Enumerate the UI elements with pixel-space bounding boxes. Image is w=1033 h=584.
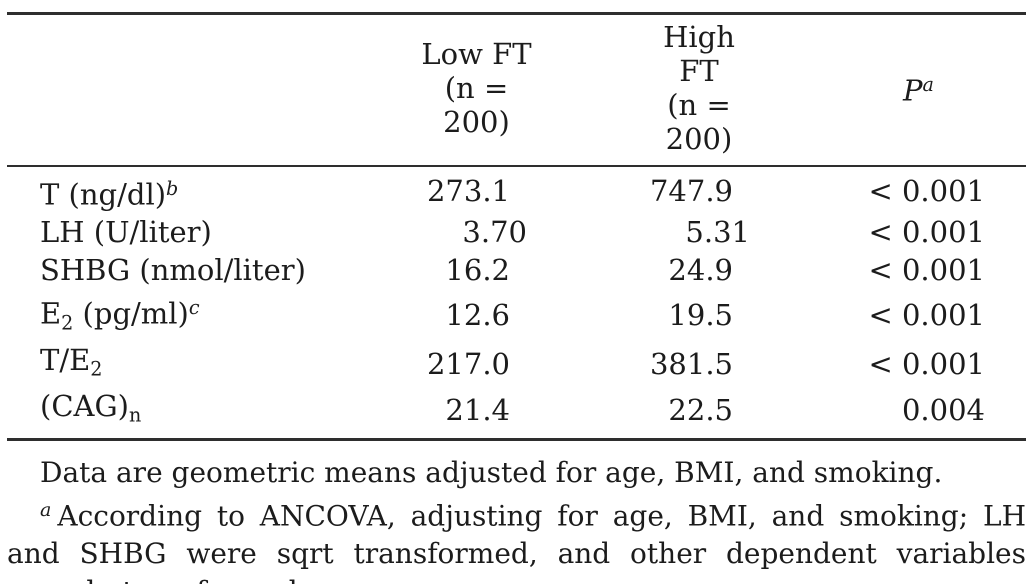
high-ft-value-cell: 5.31 [685, 215, 750, 250]
high-ft-value-cell: 24.9 [668, 252, 733, 287]
high-ft-value-cell: 747.9 [649, 174, 733, 209]
col-header-low-ft: Low FT (n = 200) [387, 13, 537, 167]
low-ft-value-cell: 3.70 [462, 215, 527, 250]
results-table: Low FT (n = 200) High FT (n = 200) Pa T … [7, 12, 1026, 442]
table-row: (CAG)n 21.4 22.5 0.004 [7, 388, 1026, 440]
label-subscript: 2 [90, 357, 103, 381]
footnote-line: were ln transformed. [7, 573, 1026, 584]
high-ft-value-cell: 22.5 [668, 393, 733, 428]
p-value-cell: < 0.001 [868, 347, 985, 382]
footnote-line: Data are geometric means adjusted for ag… [7, 454, 1026, 492]
p-value-cell: < 0.001 [868, 174, 985, 209]
col-header-low-ft-line1: Low FT [421, 37, 532, 71]
label-subscript: 2 [61, 311, 74, 335]
high-ft-value-cell: 19.5 [668, 297, 733, 332]
header-empty-cell [7, 13, 387, 167]
col-header-high-ft-line1: High FT [663, 20, 735, 88]
footnote-text: and SHBG were sqrt transformed, and othe… [7, 537, 1026, 571]
low-ft-value-cell: 16.2 [445, 252, 510, 287]
table-row: SHBG (nmol/liter) 16.2 24.9 < 0.001 [7, 252, 1026, 290]
p-value-cell: < 0.001 [868, 215, 985, 250]
high-ft-value-cell: 381.5 [649, 347, 733, 382]
low-ft-value-cell: 21.4 [445, 393, 510, 428]
footnote-line: a According to ANCOVA, adjusting for age,… [7, 492, 1026, 535]
footnote-text: According to ANCOVA, adjusting for age, … [57, 499, 1026, 533]
footnote-line: and SHBG were sqrt transformed, and othe… [7, 535, 1026, 573]
table-row: T (ng/dl)b 273.1 747.9 < 0.001 [7, 166, 1026, 214]
row-label: T (ng/dl)b [40, 177, 179, 212]
table-row: E2 (pg/ml)c 12.6 19.5 < 0.001 [7, 289, 1026, 342]
p-value-cell: < 0.001 [868, 252, 985, 287]
low-ft-value-cell: 217.0 [426, 347, 510, 382]
row-label: (CAG)n [40, 389, 142, 427]
row-label: E2 (pg/ml)c [40, 296, 200, 335]
p-superscript-a: a [922, 73, 934, 97]
label-superscript: b [166, 177, 179, 200]
p-value-cell: < 0.001 [868, 297, 985, 332]
label-subscript: n [128, 403, 142, 427]
footnotes-block: Data are geometric means adjusted for ag… [7, 454, 1026, 584]
low-ft-value-cell: 273.1 [426, 174, 510, 209]
footnote-text: were ln transformed. [7, 575, 307, 584]
label-superscript: c [188, 296, 200, 320]
table-row: LH (U/liter) 3.70 5.31 < 0.001 [7, 214, 1026, 252]
p-symbol: P [903, 73, 923, 108]
row-label: T/E2 [40, 342, 103, 381]
p-value-cell: 0.004 [901, 393, 985, 428]
footnote-marker: a [40, 498, 52, 521]
table-row: T/E2 217.0 381.5 < 0.001 [7, 342, 1026, 388]
row-label: SHBG (nmol/liter) [40, 252, 306, 287]
col-header-low-ft-line2: (n = 200) [443, 71, 510, 139]
col-header-p-value: Pa [752, 13, 1026, 167]
col-header-high-ft-line2: (n = 200) [665, 88, 733, 156]
col-header-high-ft: High FT (n = 200) [537, 13, 752, 167]
footnote-text: Data are geometric means adjusted for ag… [40, 456, 943, 490]
low-ft-value-cell: 12.6 [445, 297, 510, 332]
row-label: LH (U/liter) [40, 215, 212, 250]
header-row: Low FT (n = 200) High FT (n = 200) Pa [7, 13, 1026, 167]
